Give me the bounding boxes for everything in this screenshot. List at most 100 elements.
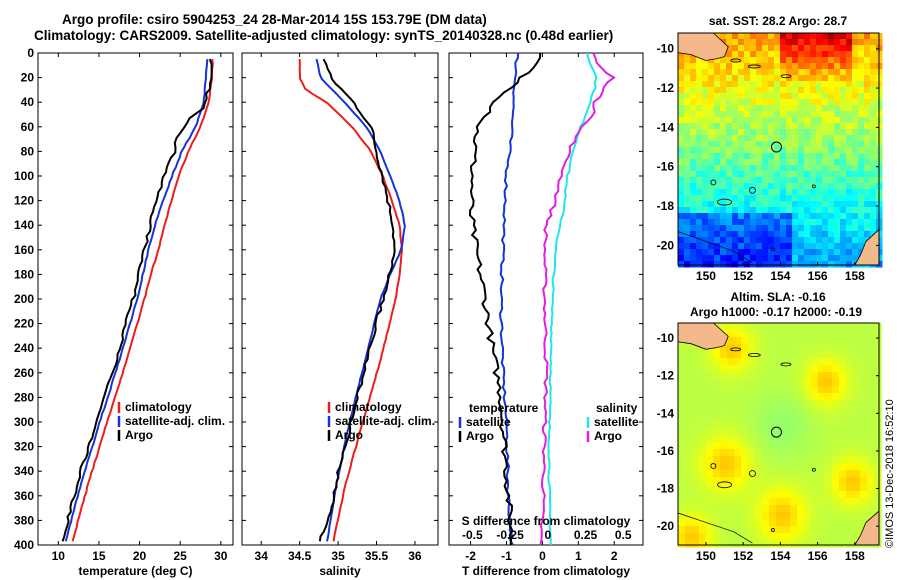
x-tick-label: 15 xyxy=(92,549,106,563)
map-cell xyxy=(798,69,805,76)
map-cell xyxy=(832,477,840,485)
x2-tick-label: -0.25 xyxy=(496,528,524,542)
map-cell xyxy=(732,225,739,232)
map-cell xyxy=(818,351,826,359)
map-cell xyxy=(816,195,823,202)
map-cell xyxy=(678,477,686,485)
map-cell xyxy=(750,171,757,178)
map-cell xyxy=(853,330,861,338)
map-cell xyxy=(762,33,769,40)
map-cell xyxy=(748,498,756,506)
map-cell xyxy=(822,249,829,256)
map-cell xyxy=(769,393,777,401)
map-cell xyxy=(811,442,819,450)
map-cell xyxy=(755,414,763,422)
series-line-climatology xyxy=(298,59,404,542)
map-cell xyxy=(720,407,728,415)
map-cell xyxy=(860,435,868,443)
map-cell xyxy=(768,93,775,100)
map-cell xyxy=(783,323,791,331)
panel-layer: 0204060801001201401601802002202402602803… xyxy=(14,46,644,578)
map-cell xyxy=(685,519,693,527)
map-cell xyxy=(828,129,835,136)
map-y-tick-label: -10 xyxy=(657,331,675,345)
map-cell xyxy=(768,201,775,208)
map-cell xyxy=(811,414,819,422)
map-cell xyxy=(786,39,793,46)
y-tick-label: 0 xyxy=(27,46,34,60)
map-cell xyxy=(696,189,703,196)
map-cell xyxy=(846,540,854,548)
map-cell xyxy=(692,400,700,408)
map-cell xyxy=(776,470,784,478)
map-cell xyxy=(720,255,727,262)
map-cell xyxy=(786,165,793,172)
map-cell xyxy=(768,129,775,136)
map-cell xyxy=(692,456,700,464)
map-cell xyxy=(846,51,853,58)
map-cell xyxy=(839,498,847,506)
map-cell xyxy=(727,323,735,331)
reef-outline xyxy=(749,186,756,194)
map-cell xyxy=(786,261,793,268)
map-cell xyxy=(696,177,703,184)
map-cell xyxy=(834,231,841,238)
map-cell xyxy=(714,105,721,112)
map-cell xyxy=(834,207,841,214)
map-cell xyxy=(706,470,714,478)
map-cell xyxy=(744,63,751,70)
map-cell xyxy=(702,225,709,232)
map-cell xyxy=(822,33,829,40)
map-cell xyxy=(804,225,811,232)
map-cell xyxy=(744,129,751,136)
map-cell xyxy=(714,189,721,196)
map-cell xyxy=(738,207,745,214)
map-cell xyxy=(768,237,775,244)
map-cell xyxy=(839,435,847,443)
map-cell xyxy=(750,141,757,148)
map-cell xyxy=(727,519,735,527)
map-cell xyxy=(762,533,770,541)
map-cell xyxy=(699,463,707,471)
map-cell xyxy=(822,147,829,154)
map-cell xyxy=(792,177,799,184)
map-cell xyxy=(874,498,882,506)
map-cell xyxy=(810,147,817,154)
map-cell xyxy=(690,219,697,226)
map-cell xyxy=(853,435,861,443)
map-cell xyxy=(708,87,715,94)
map-cell xyxy=(804,237,811,244)
x-tick-label: -2 xyxy=(465,549,476,563)
map-cell xyxy=(750,93,757,100)
map-cell xyxy=(734,463,742,471)
map-cell xyxy=(678,428,686,436)
map-cell xyxy=(755,337,763,345)
map-cell xyxy=(825,533,833,541)
map-cell xyxy=(744,171,751,178)
map-cell xyxy=(713,540,721,548)
map-cell xyxy=(684,117,691,124)
map-cell xyxy=(816,219,823,226)
map-cell xyxy=(720,351,728,359)
map-cell xyxy=(816,81,823,88)
map-cell xyxy=(706,442,714,450)
map-cell xyxy=(750,237,757,244)
map-cell xyxy=(840,207,847,214)
map-cell xyxy=(708,249,715,256)
map-cell xyxy=(786,117,793,124)
map-cell xyxy=(864,231,871,238)
map-cell xyxy=(720,435,728,443)
map-cell xyxy=(839,449,847,457)
map-cell xyxy=(738,219,745,226)
map-cell xyxy=(678,135,685,142)
map-cell xyxy=(726,99,733,106)
map-cell xyxy=(825,498,833,506)
map-cell xyxy=(852,51,859,58)
map-cell xyxy=(696,69,703,76)
map-cell xyxy=(776,330,784,338)
map-cell xyxy=(744,219,751,226)
map-cell xyxy=(846,237,853,244)
map-cell xyxy=(818,498,826,506)
map-cell xyxy=(822,111,829,118)
map-cell xyxy=(874,365,882,373)
